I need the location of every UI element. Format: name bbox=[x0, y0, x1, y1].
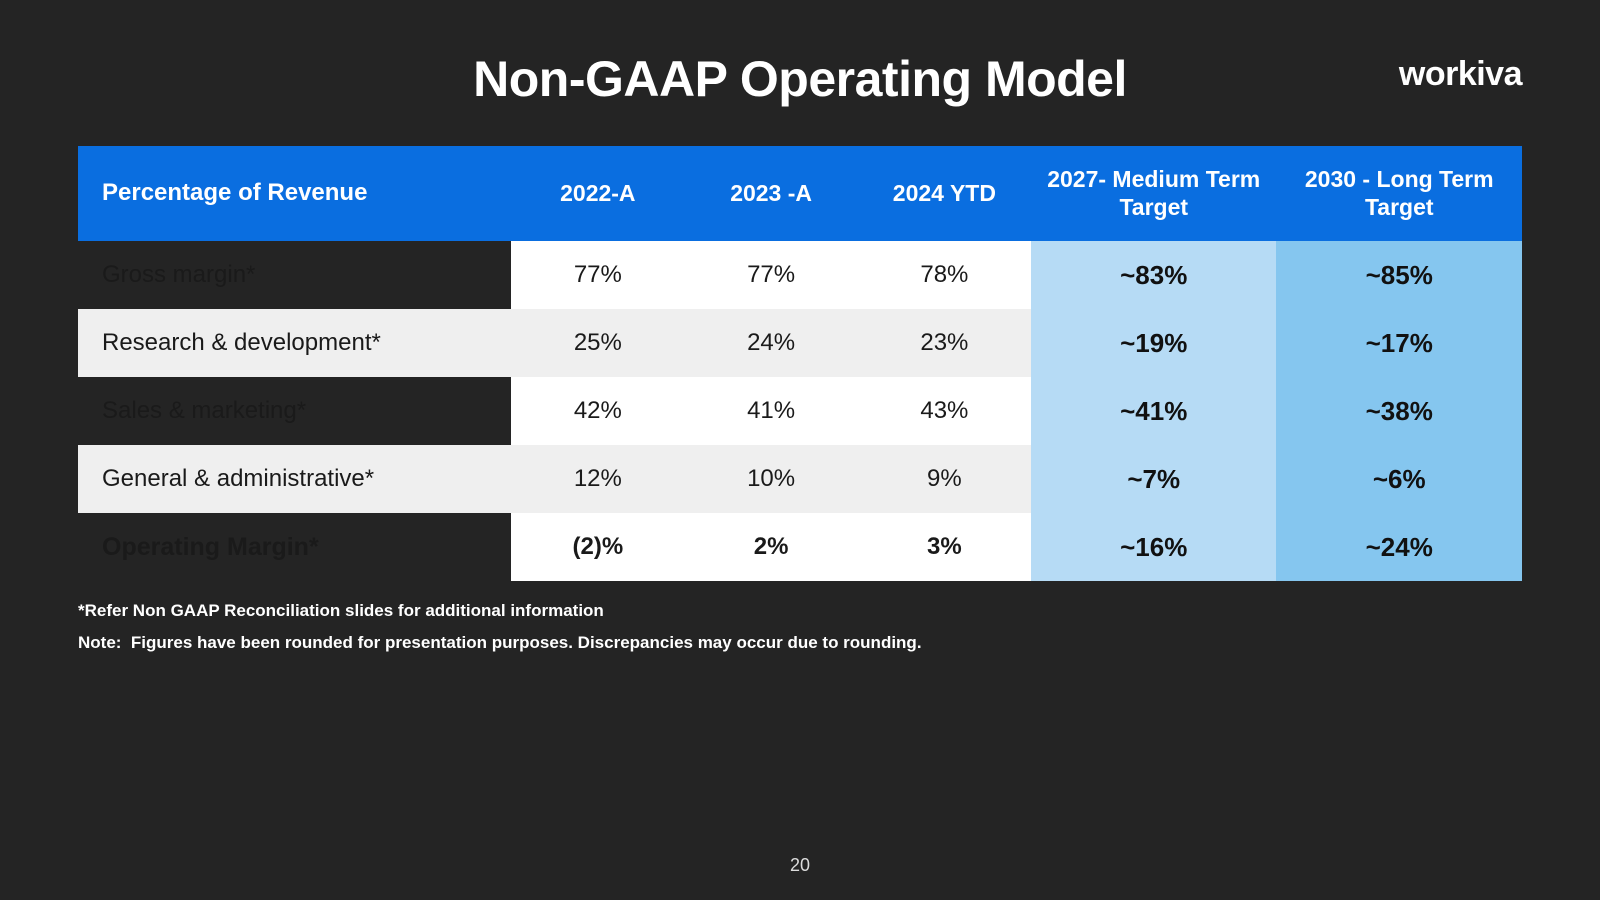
cell: 24% bbox=[684, 309, 857, 377]
logo-text: workiva bbox=[1399, 55, 1522, 93]
footnote-line-1: *Refer Non GAAP Reconciliation slides fo… bbox=[78, 595, 1522, 627]
row-label: Operating Margin* bbox=[78, 513, 511, 581]
cell: 3% bbox=[858, 513, 1031, 581]
cell-medium-target: ~83% bbox=[1031, 241, 1276, 309]
slide-title: Non-GAAP Operating Model bbox=[78, 50, 1522, 108]
cell-medium-target: ~16% bbox=[1031, 513, 1276, 581]
cell: 41% bbox=[684, 377, 857, 445]
page-number: 20 bbox=[0, 855, 1600, 876]
table-row: Research & development* 25% 24% 23% ~19%… bbox=[78, 309, 1522, 377]
cell-long-target: ~38% bbox=[1276, 377, 1522, 445]
operating-model-table: Percentage of Revenue 2022-A 2023 -A 202… bbox=[78, 146, 1522, 581]
table-row: Sales & marketing* 42% 41% 43% ~41% ~38% bbox=[78, 377, 1522, 445]
cell: 43% bbox=[858, 377, 1031, 445]
cell-medium-target: ~41% bbox=[1031, 377, 1276, 445]
header-col-4: 2030 - Long Term Target bbox=[1276, 146, 1522, 241]
row-label: General & administrative* bbox=[78, 445, 511, 513]
cell: 77% bbox=[684, 241, 857, 309]
header-col-0: 2022-A bbox=[511, 146, 684, 241]
header-col-1: 2023 -A bbox=[684, 146, 857, 241]
table-row: Gross margin* 77% 77% 78% ~83% ~85% bbox=[78, 241, 1522, 309]
cell-long-target: ~17% bbox=[1276, 309, 1522, 377]
company-logo: workiva bbox=[1399, 55, 1522, 94]
row-label: Gross margin* bbox=[78, 241, 511, 309]
cell-long-target: ~6% bbox=[1276, 445, 1522, 513]
row-label: Research & development* bbox=[78, 309, 511, 377]
footnote-line-2: Note: Figures have been rounded for pres… bbox=[78, 627, 1522, 659]
table-row: General & administrative* 12% 10% 9% ~7%… bbox=[78, 445, 1522, 513]
cell-medium-target: ~19% bbox=[1031, 309, 1276, 377]
header-col-3: 2027- Medium Term Target bbox=[1031, 146, 1276, 241]
cell: 78% bbox=[858, 241, 1031, 309]
header-col-2: 2024 YTD bbox=[858, 146, 1031, 241]
cell: 23% bbox=[858, 309, 1031, 377]
header-label: Percentage of Revenue bbox=[78, 146, 511, 241]
data-table-wrap: Percentage of Revenue 2022-A 2023 -A 202… bbox=[78, 146, 1522, 581]
cell: (2)% bbox=[511, 513, 684, 581]
cell: 9% bbox=[858, 445, 1031, 513]
cell-long-target: ~85% bbox=[1276, 241, 1522, 309]
slide-container: workiva Non-GAAP Operating Model Percent… bbox=[0, 0, 1600, 900]
row-label: Sales & marketing* bbox=[78, 377, 511, 445]
cell-medium-target: ~7% bbox=[1031, 445, 1276, 513]
cell: 42% bbox=[511, 377, 684, 445]
cell: 25% bbox=[511, 309, 684, 377]
cell: 10% bbox=[684, 445, 857, 513]
cell: 2% bbox=[684, 513, 857, 581]
table-row-operating-margin: Operating Margin* (2)% 2% 3% ~16% ~24% bbox=[78, 513, 1522, 581]
cell: 12% bbox=[511, 445, 684, 513]
cell-long-target: ~24% bbox=[1276, 513, 1522, 581]
table-header-row: Percentage of Revenue 2022-A 2023 -A 202… bbox=[78, 146, 1522, 241]
cell: 77% bbox=[511, 241, 684, 309]
footnotes: *Refer Non GAAP Reconciliation slides fo… bbox=[78, 595, 1522, 660]
